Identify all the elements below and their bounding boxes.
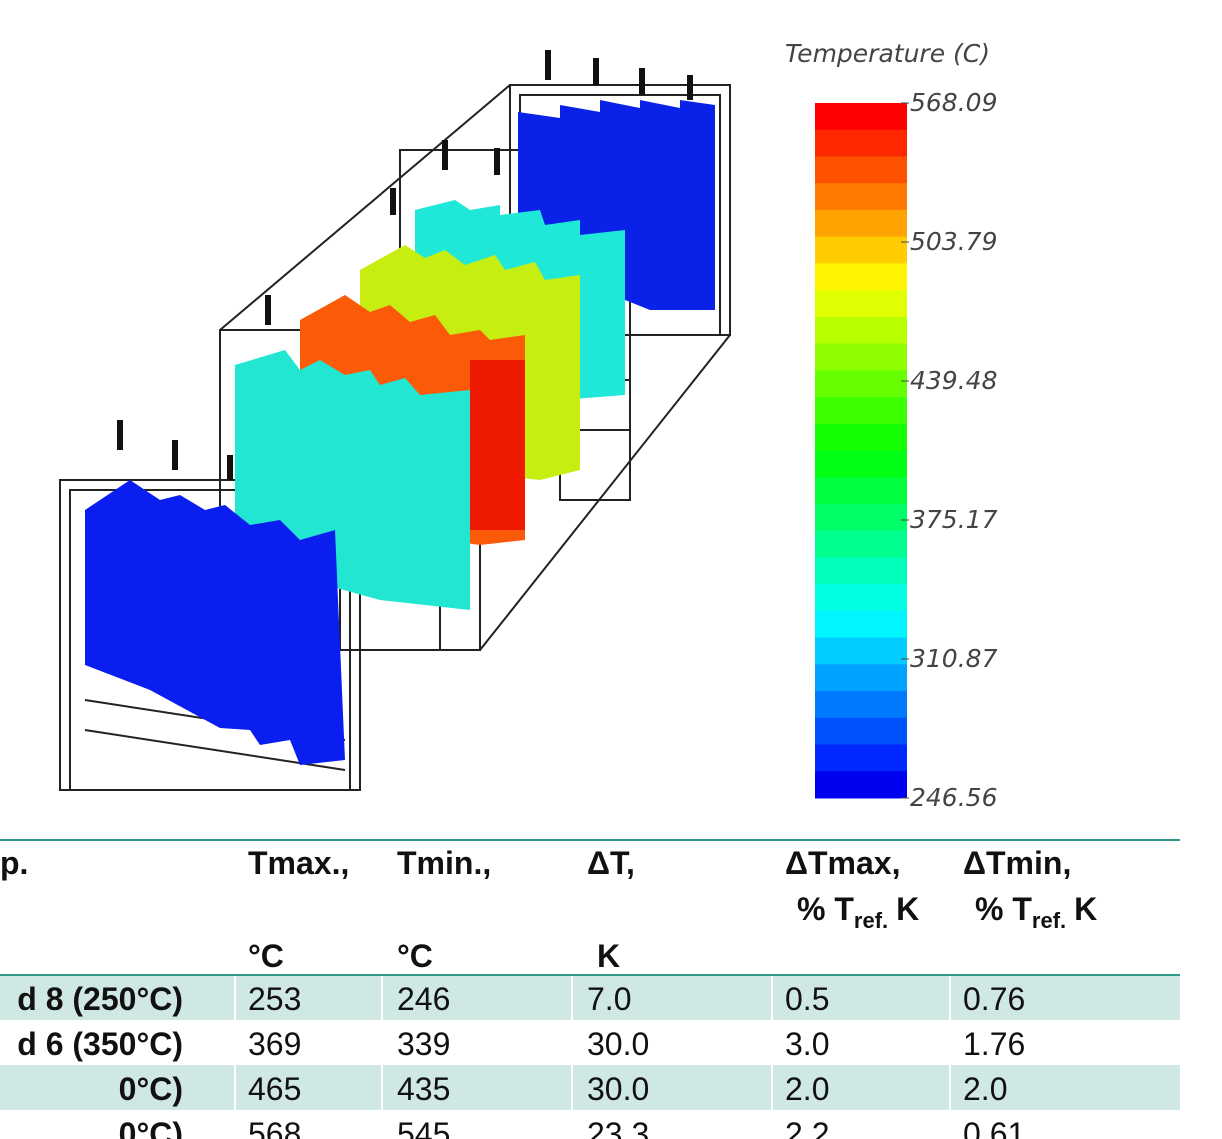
colorbar-band (815, 210, 907, 237)
header-cell: ΔTmin, (963, 845, 1071, 881)
colorbar-band (815, 664, 907, 691)
colorbar-band (815, 156, 907, 183)
cell: 2.0 (963, 1071, 1007, 1107)
colorbar-band (815, 504, 907, 531)
header-subscript: ref. (854, 908, 888, 933)
cell: 1.76 (963, 1026, 1025, 1062)
cell: 23.3 (587, 1116, 649, 1139)
colorbar-band (815, 584, 907, 611)
cell: 0.61 (963, 1116, 1025, 1139)
header-cell: Tmax., (248, 845, 349, 881)
colorbar-band (815, 237, 907, 264)
cell: 465 (248, 1071, 301, 1107)
header-line2: % Tref. K (975, 891, 1097, 933)
cell: 545 (397, 1116, 450, 1139)
cell: 568 (248, 1116, 301, 1139)
cell: 253 (248, 981, 301, 1017)
cell: 3.0 (785, 1026, 829, 1062)
colorbar-band (815, 771, 907, 798)
colorbar-band (815, 130, 907, 157)
colorbar-tick-label: 375.17 (910, 505, 998, 534)
page: Temperature (C) 568.09 503.79 439.48 375.17… (0, 0, 1222, 1139)
header-line2-text: % T (797, 891, 854, 927)
header-cell: ΔT, (587, 845, 635, 881)
block-red-face (470, 360, 525, 530)
cell: 2.0 (785, 1071, 829, 1107)
colorbar-band (815, 531, 907, 558)
cell: 7.0 (587, 981, 631, 1017)
header-line2: % Tref. K (797, 891, 919, 933)
header-cell: Tmin., (397, 845, 491, 881)
row-label: 0°C) (119, 1071, 183, 1107)
header-cell: ΔTmax, (785, 845, 900, 881)
colorbar-band (815, 477, 907, 504)
header-unit: °C (397, 938, 433, 974)
colorbar-band (815, 344, 907, 371)
row-label: 0°C) (119, 1116, 183, 1139)
colorbar-band (815, 718, 907, 745)
colorbar-band (815, 263, 907, 290)
header-unit: K (597, 938, 620, 974)
colorbar-band (815, 103, 907, 130)
colorbar-tick-label: 246.56 (910, 783, 997, 812)
cell: 30.0 (587, 1071, 649, 1107)
header-cell: p. (0, 845, 28, 881)
colorbar: 568.09 503.79 439.48 375.17 310.87 246.56 (815, 88, 998, 812)
colorbar-band (815, 317, 907, 344)
colorbar-band (815, 638, 907, 665)
cell: 369 (248, 1026, 301, 1062)
row-label: d 8 (250°C) (17, 981, 183, 1017)
cell: 2.2 (785, 1116, 829, 1139)
colorbar-tick-label: 439.48 (910, 366, 997, 395)
cell: 339 (397, 1026, 450, 1062)
cell: 435 (397, 1071, 450, 1107)
colorbar-band (815, 290, 907, 317)
colorbar-band (815, 183, 907, 210)
header-line2-end: K (1074, 891, 1097, 927)
table: d 8 (250°C) 253 246 7.0 0.5 0.76 d 6 (350°C) 36… (0, 840, 1180, 1139)
colorbar-band (815, 370, 907, 397)
colorbar-tick-label: 503.79 (910, 227, 997, 256)
colorbar-band (815, 557, 907, 584)
colorbar-band (815, 611, 907, 638)
colorbar-band (815, 424, 907, 451)
colorbar-title: Temperature (C) (785, 39, 990, 68)
colorbar-band (815, 691, 907, 718)
cell: 0.5 (785, 981, 829, 1017)
colorbar-band (815, 745, 907, 772)
header-line2-end: K (896, 891, 919, 927)
colorbar-tick-label: 568.09 (910, 88, 997, 117)
cell: 30.0 (587, 1026, 649, 1062)
colorbar-tick-label: 310.87 (910, 644, 998, 673)
row-label: d 6 (350°C) (17, 1026, 183, 1062)
simulation-render (60, 50, 730, 790)
colorbar-band (815, 451, 907, 478)
colorbar-band (815, 397, 907, 424)
cell: 246 (397, 981, 450, 1017)
header-unit: °C (248, 938, 284, 974)
header-subscript: ref. (1032, 908, 1066, 933)
cell: 0.76 (963, 981, 1025, 1017)
header-line2-text: % T (975, 891, 1032, 927)
